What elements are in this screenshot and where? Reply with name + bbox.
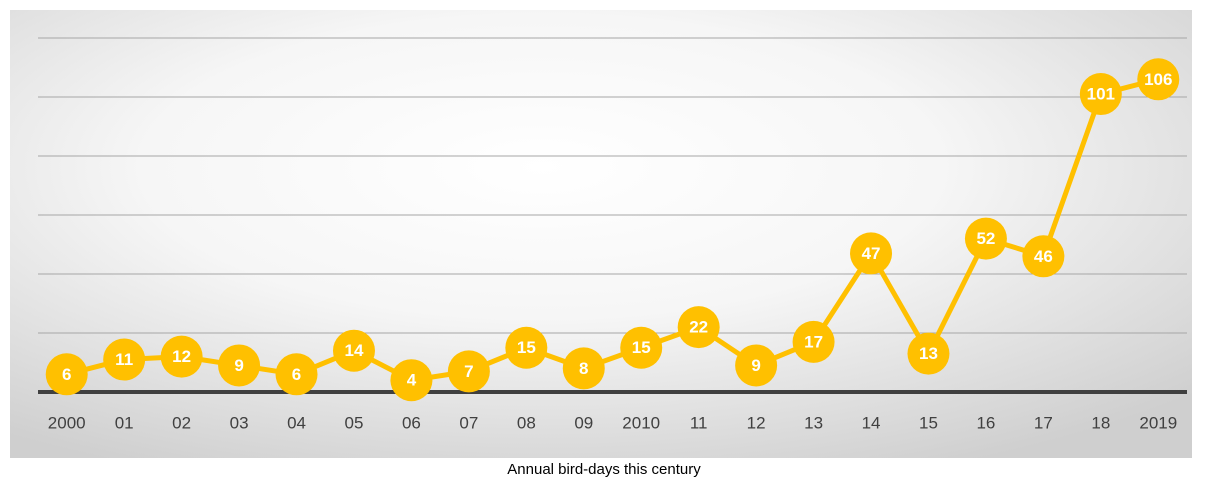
value-label: 13 [919,344,938,363]
value-label: 7 [464,362,473,381]
point [160,335,203,378]
x-tick-label: 17 [1034,413,1053,432]
value-label: 6 [292,365,301,384]
point [45,353,88,396]
value-label: 17 [804,332,823,351]
x-tick-label: 09 [574,413,593,432]
point [447,350,490,393]
value-label: 47 [862,244,881,263]
point [964,217,1007,260]
point [103,338,146,381]
x-tick-label: 02 [172,413,191,432]
x-tick-label: 16 [976,413,995,432]
point [1137,58,1180,101]
value-label: 9 [751,356,760,375]
point [850,232,893,275]
point [390,359,433,402]
x-tick-label: 13 [804,413,823,432]
x-tick-label: 08 [517,413,536,432]
value-label: 11 [115,350,133,369]
x-tick-label: 05 [345,413,364,432]
point [620,326,663,369]
x-tick-label: 2010 [622,413,660,432]
x-tick-label: 14 [862,413,881,432]
value-label: 8 [579,359,588,378]
point [735,344,778,387]
x-tick-label: 2000 [48,413,86,432]
value-label: 22 [689,318,708,337]
point [332,329,375,372]
x-tick-label: 11 [690,413,708,432]
value-label: 4 [407,371,417,390]
value-label: 15 [632,338,651,357]
point [275,353,318,396]
value-label: 12 [172,347,191,366]
point [792,320,835,363]
x-tick-label: 2019 [1139,413,1177,432]
value-label: 46 [1034,247,1053,266]
value-label: 101 [1087,85,1115,104]
point [677,306,720,349]
point [505,326,548,369]
value-label: 106 [1144,70,1172,89]
point [907,332,950,375]
x-tick-label: 01 [115,413,134,432]
x-tick-label: 06 [402,413,421,432]
point [562,347,605,390]
point [218,344,261,387]
x-tick-label: 12 [747,413,766,432]
x-tick-label: 15 [919,413,938,432]
point [1079,73,1122,116]
value-label: 6 [62,365,71,384]
value-label: 9 [234,356,243,375]
point [1022,235,1065,278]
x-tick-label: 04 [287,413,306,432]
x-tick-label: 03 [230,413,249,432]
value-label: 52 [976,229,995,248]
value-label: 15 [517,338,536,357]
x-tick-label: 07 [459,413,478,432]
x-tick-label: 18 [1091,413,1110,432]
value-label: 14 [345,341,364,360]
chart-title: Annual bird-days this century [507,461,701,478]
